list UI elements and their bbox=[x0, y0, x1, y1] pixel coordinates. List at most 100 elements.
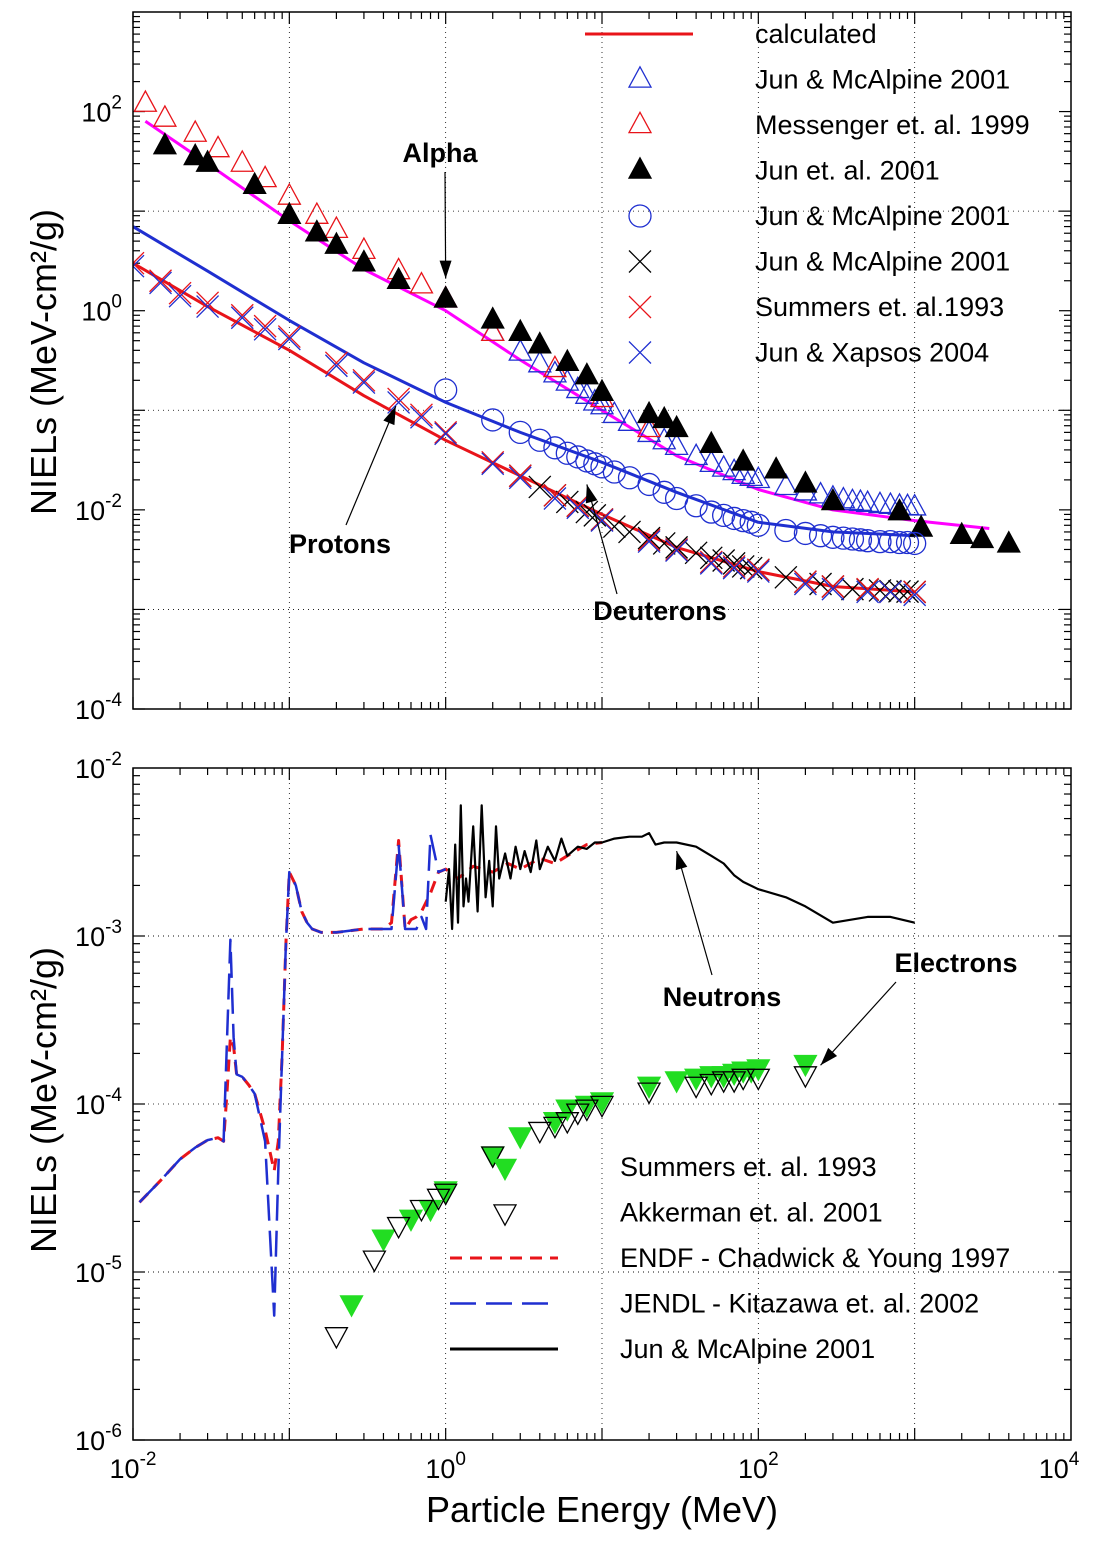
y-tick-label: 10-6 bbox=[75, 1421, 122, 1456]
jun-et-al-2001-point bbox=[183, 142, 208, 166]
jun-xapsos-2004-point bbox=[665, 539, 689, 563]
summers-et-al-1993-point bbox=[566, 494, 590, 518]
jun-mcalpine-2001-point bbox=[637, 526, 661, 550]
jun-mcalpine-2001-point bbox=[903, 531, 927, 556]
jun-mcalpine-2001-point bbox=[848, 528, 873, 552]
jun-xapsos-2004-point bbox=[508, 466, 532, 490]
messenger-et-al-1999-point bbox=[230, 149, 255, 172]
summers-et-al-1993-point bbox=[230, 303, 254, 327]
annotation-arrow-line bbox=[345, 405, 397, 526]
summers-et-al-1993-point bbox=[903, 580, 927, 604]
summers-et-al-1993-point bbox=[253, 314, 277, 338]
messenger-et-al-1999-point bbox=[253, 165, 278, 188]
annotation-label: Electrons bbox=[894, 948, 1017, 978]
akkerman-et-al-2001-point bbox=[362, 1250, 387, 1273]
akkerman-et-al-2001-point bbox=[433, 1183, 458, 1206]
jun-mcalpine-2001-point bbox=[887, 530, 912, 555]
jun-mcalpine-2001-point bbox=[722, 506, 746, 531]
summers-et-al-1993-point bbox=[196, 291, 220, 315]
akkerman-et-al-2001-point bbox=[480, 1146, 505, 1169]
legend-label: Jun & McAlpine 2001 bbox=[755, 247, 1010, 277]
annotation-label: Deuterons bbox=[593, 596, 727, 626]
jun-mcalpine-2001-point bbox=[831, 526, 856, 550]
jun-mcalpine-2001-point bbox=[808, 481, 833, 504]
annotation: Protons bbox=[289, 405, 397, 559]
jun-xapsos-2004-point bbox=[856, 580, 880, 604]
jun-mcalpine-2001-point bbox=[855, 529, 880, 553]
y-tick-label: 10-4 bbox=[75, 690, 122, 725]
summers-et-al-1993-point bbox=[637, 528, 661, 552]
messenger-et-al-1999-point bbox=[480, 318, 505, 342]
legend-entry: Summers et. al.1993 bbox=[628, 292, 1004, 322]
summers-et-al-1993-point bbox=[133, 251, 145, 275]
fit-curve-curve bbox=[133, 225, 915, 538]
jun-et-al-2001-point bbox=[909, 514, 934, 537]
jun-et-al-2001-point bbox=[731, 448, 756, 471]
jun-xapsos-2004-point bbox=[196, 295, 220, 319]
jun-et-al-2001-point bbox=[304, 219, 329, 242]
jun-et-al-2001-point bbox=[652, 405, 677, 429]
summers-et-al-1993-point bbox=[277, 325, 301, 349]
jun-mcalpine-2001-point bbox=[739, 463, 764, 487]
summers-et-al-1993-point bbox=[409, 403, 433, 427]
legend-label: ENDF - Chadwick & Young 1997 bbox=[620, 1243, 1010, 1273]
summers-et-al-1993-point bbox=[793, 1054, 818, 1078]
jun-xapsos-2004-point bbox=[543, 487, 567, 510]
jun-mcalpine-2001-point bbox=[774, 565, 798, 589]
jun-mcalpine-2001-point bbox=[481, 408, 505, 432]
jun-mcalpine-2001-point bbox=[590, 455, 614, 479]
jun-et-al-2001-point bbox=[386, 266, 411, 289]
legend-entry: Jun & McAlpine 2001 bbox=[450, 1334, 875, 1364]
summers-et-al-1993-point bbox=[508, 1127, 533, 1150]
jun-mcalpine-2001-point bbox=[746, 465, 771, 489]
jun-et-al-2001-point bbox=[351, 249, 377, 272]
summers-et-al-1993-series bbox=[339, 1054, 818, 1318]
jun-mcalpine-2001-point bbox=[731, 555, 755, 578]
jun-mcalpine-2001-point bbox=[652, 531, 676, 555]
y-tick-label: 10-2 bbox=[75, 749, 122, 784]
jun-mcalpine-2001-point bbox=[868, 529, 892, 554]
summers-et-al-1993-point bbox=[433, 1181, 458, 1204]
annotation-arrow-head bbox=[383, 406, 396, 426]
summers-et-al-1993-point bbox=[722, 555, 746, 578]
jun-mcalpine-2001-point bbox=[895, 530, 920, 555]
legend-label: Jun & McAlpine 2001 bbox=[755, 201, 1010, 231]
jun-mcalpine-2001-point bbox=[618, 520, 641, 544]
jun-et-al-2001-series bbox=[152, 132, 1021, 553]
jun-mcalpine-2001-point bbox=[684, 541, 708, 565]
legend-marker-swatch bbox=[492, 1158, 518, 1182]
annotation-arrow-line bbox=[676, 850, 713, 976]
top-y-tick-labels: 102 100 10-2 10-4 bbox=[75, 93, 122, 725]
jun-xapsos-2004-point bbox=[722, 556, 746, 580]
messenger-et-al-1999-point bbox=[133, 89, 158, 112]
jun-mcalpine-2001-point bbox=[773, 472, 798, 496]
akkerman-et-al-2001-point bbox=[589, 1095, 615, 1119]
akkerman-et-al-2001-point bbox=[324, 1327, 349, 1350]
summers-et-al-1993-point bbox=[352, 368, 376, 392]
legend-label: Jun & McAlpine 2001 bbox=[755, 65, 1010, 95]
top-axes-frame bbox=[132, 11, 1072, 710]
summers-et-al-1993-point bbox=[555, 1099, 580, 1122]
annotation: Deuterons bbox=[585, 484, 727, 626]
annotation-arrow-head bbox=[675, 851, 688, 871]
jun-xapsos-2004-point bbox=[409, 405, 433, 429]
jun-mcalpine-2001-point bbox=[684, 494, 708, 518]
jun-mcalpine-2001-point bbox=[636, 419, 662, 443]
jun-xapsos-2004-point bbox=[387, 390, 411, 414]
annotation-arrow-line bbox=[820, 981, 897, 1066]
akkerman-et-al-2001-point bbox=[699, 1073, 724, 1097]
akkerman-et-al-2001-point bbox=[684, 1076, 709, 1099]
jun-et-al-2001-point bbox=[970, 525, 995, 549]
jun-xapsos-2004-point bbox=[230, 306, 254, 330]
messenger-et-al-1999-point bbox=[205, 135, 231, 158]
legend-label: JENDL - Kitazawa et. al. 2002 bbox=[620, 1289, 979, 1319]
legend-marker-swatch bbox=[628, 250, 652, 273]
jun-et-al-2001-point bbox=[527, 331, 552, 354]
jun-xapsos-2004-point bbox=[793, 572, 817, 596]
messenger-et-al-1999-point bbox=[152, 104, 178, 127]
legend-marker-swatch bbox=[628, 341, 652, 364]
summers-et-al-1993-point bbox=[821, 575, 845, 598]
legend-marker-swatch bbox=[628, 204, 652, 228]
legend-entry: Jun & McAlpine 2001 bbox=[628, 201, 1010, 231]
jun-xapsos-2004-point bbox=[253, 317, 277, 341]
